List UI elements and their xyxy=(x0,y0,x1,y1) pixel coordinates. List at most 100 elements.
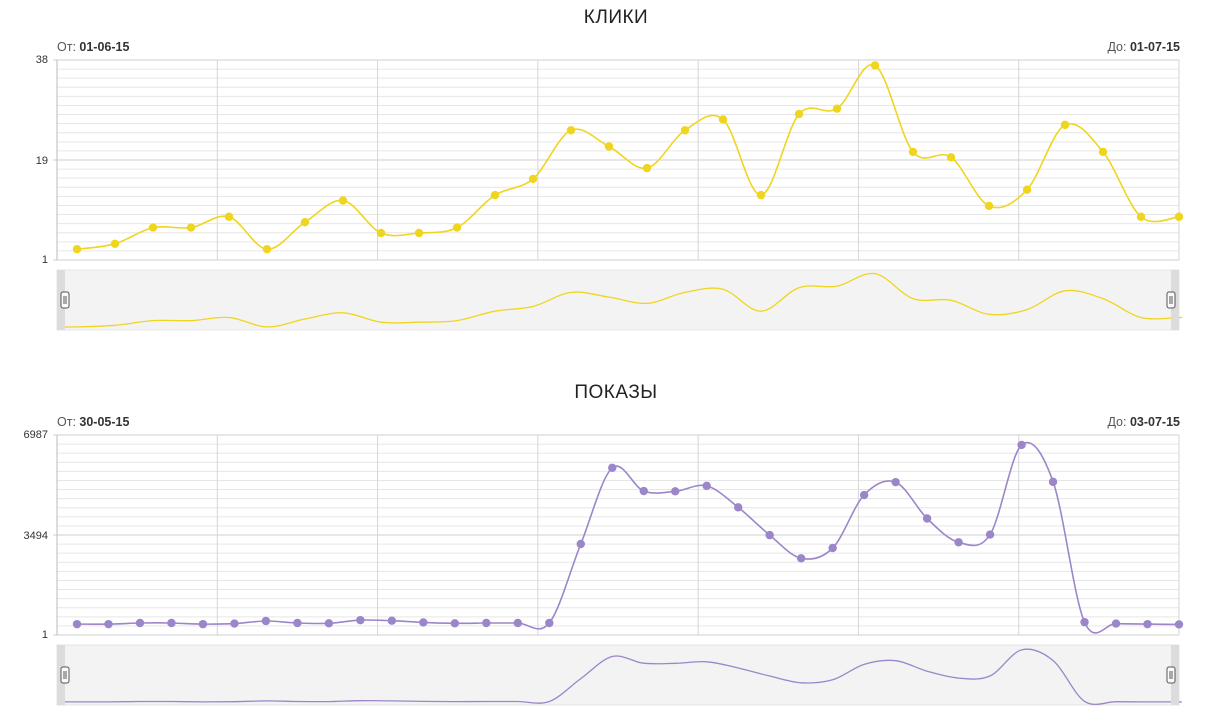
impressions-points xyxy=(72,440,1184,629)
impressions-point[interactable] xyxy=(72,619,82,629)
impressions-range-from-value: 30-05-15 xyxy=(79,415,130,429)
clicks-plot-area xyxy=(53,59,1184,331)
impressions-handle-body[interactable] xyxy=(60,666,70,684)
impressions-chart-title: ПОКАЗЫ xyxy=(574,382,658,403)
impressions-point[interactable] xyxy=(356,615,365,625)
impressions-point[interactable] xyxy=(1174,620,1184,629)
clicks-point[interactable] xyxy=(300,217,310,227)
impressions-point[interactable] xyxy=(796,554,806,563)
impressions-point[interactable] xyxy=(104,619,113,629)
impressions-point[interactable] xyxy=(1017,440,1026,450)
impressions-point[interactable] xyxy=(1048,477,1058,487)
impressions-point[interactable] xyxy=(230,619,239,628)
clicks-series-line xyxy=(76,63,1183,251)
clicks-point[interactable] xyxy=(680,126,690,135)
impressions-point[interactable] xyxy=(545,618,554,628)
impressions-grid-minor xyxy=(53,434,1180,636)
clicks-point[interactable] xyxy=(870,61,880,70)
impressions-point[interactable] xyxy=(198,619,208,629)
impressions-point[interactable] xyxy=(261,616,271,626)
clicks-range-from-label: От: xyxy=(57,40,76,54)
clicks-navigator-bg xyxy=(56,269,1180,331)
impressions-point[interactable] xyxy=(167,618,176,628)
clicks-point[interactable] xyxy=(604,142,614,151)
clicks-point[interactable] xyxy=(1098,147,1108,157)
clicks-point[interactable] xyxy=(72,244,82,254)
impressions-point[interactable] xyxy=(639,486,648,496)
impressions-point[interactable] xyxy=(324,619,334,628)
impressions-range-to: До: 03-07-15 xyxy=(1107,415,1180,429)
impressions-point[interactable] xyxy=(922,514,932,523)
clicks-handle-body[interactable] xyxy=(60,291,70,309)
impressions-point[interactable] xyxy=(671,487,680,496)
clicks-point[interactable] xyxy=(490,190,500,200)
clicks-point[interactable] xyxy=(414,228,424,238)
clicks-range-from-value: 01-06-15 xyxy=(79,40,130,54)
impressions-navigator-bg xyxy=(56,644,1180,706)
clicks-point[interactable] xyxy=(1136,212,1146,221)
impressions-point[interactable] xyxy=(135,618,145,628)
impressions-point[interactable] xyxy=(859,490,869,500)
impressions-handle-body[interactable] xyxy=(1166,666,1176,684)
impressions-point[interactable] xyxy=(954,538,963,547)
clicks-points xyxy=(72,61,1184,254)
impressions-point[interactable] xyxy=(450,619,460,628)
clicks-point[interactable] xyxy=(186,223,196,232)
clicks-range-to-label: До: xyxy=(1107,40,1127,54)
clicks-ytick-mid: 19 xyxy=(35,155,48,167)
clicks-point[interactable] xyxy=(376,228,386,238)
clicks-point[interactable] xyxy=(528,174,538,184)
clicks-point[interactable] xyxy=(1022,185,1032,194)
clicks-point[interactable] xyxy=(832,104,842,113)
clicks-point[interactable] xyxy=(718,115,728,124)
clicks-point[interactable] xyxy=(148,223,158,232)
impressions-point[interactable] xyxy=(1111,619,1121,628)
clicks-ytick-min: 1 xyxy=(41,254,48,266)
clicks-navigator-handle-left[interactable] xyxy=(60,291,70,309)
impressions-point[interactable] xyxy=(482,618,491,628)
impressions-point[interactable] xyxy=(513,618,522,628)
impressions-point[interactable] xyxy=(419,618,428,627)
impressions-navigator-handle-right[interactable] xyxy=(1166,666,1176,684)
clicks-point[interactable] xyxy=(984,201,994,211)
clicks-chart-title: КЛИКИ xyxy=(583,7,649,28)
impressions-point[interactable] xyxy=(891,477,900,487)
clicks-ytick-max: 38 xyxy=(35,54,48,66)
impressions-navigator-handle-left[interactable] xyxy=(60,666,70,684)
clicks-navigator-line xyxy=(56,272,1183,328)
impressions-range-from-label: От: xyxy=(57,415,76,429)
impressions-point[interactable] xyxy=(1143,619,1152,629)
clicks-point[interactable] xyxy=(756,190,766,200)
clicks-handle-body[interactable] xyxy=(1166,291,1176,309)
impressions-point[interactable] xyxy=(985,530,995,539)
impressions-point[interactable] xyxy=(576,539,585,549)
clicks-point[interactable] xyxy=(452,223,462,232)
impressions-point[interactable] xyxy=(293,618,302,628)
clicks-grid-minor xyxy=(53,59,1180,261)
impressions-point[interactable] xyxy=(1080,617,1089,627)
clicks-point[interactable] xyxy=(224,212,234,221)
clicks-point[interactable] xyxy=(642,163,652,173)
clicks-point[interactable] xyxy=(566,126,576,135)
clicks-chart: КЛИКИ От: 01-06-15 До: 01-07-15 38 19 1 xyxy=(0,0,1232,340)
clicks-point[interactable] xyxy=(338,196,348,205)
impressions-point[interactable] xyxy=(734,503,743,512)
impressions-point[interactable] xyxy=(387,616,397,625)
clicks-point[interactable] xyxy=(1174,212,1184,221)
clicks-point[interactable] xyxy=(794,109,804,119)
impressions-point[interactable] xyxy=(828,543,837,553)
impressions-navigator-line xyxy=(57,648,1182,706)
clicks-point[interactable] xyxy=(946,153,956,162)
impressions-range-to-value: 03-07-15 xyxy=(1129,415,1180,429)
clicks-range-from: От: 01-06-15 xyxy=(57,40,129,54)
clicks-point[interactable] xyxy=(110,239,120,248)
impressions-point[interactable] xyxy=(608,463,617,473)
impressions-ytick-min: 1 xyxy=(41,629,48,641)
clicks-point[interactable] xyxy=(908,147,918,157)
clicks-navigator-handle-right[interactable] xyxy=(1166,291,1176,309)
impressions-point[interactable] xyxy=(702,481,711,491)
clicks-point[interactable] xyxy=(262,244,272,254)
clicks-point[interactable] xyxy=(1060,120,1070,130)
impressions-point[interactable] xyxy=(765,530,774,540)
impressions-range-to-label: До: xyxy=(1107,415,1127,429)
